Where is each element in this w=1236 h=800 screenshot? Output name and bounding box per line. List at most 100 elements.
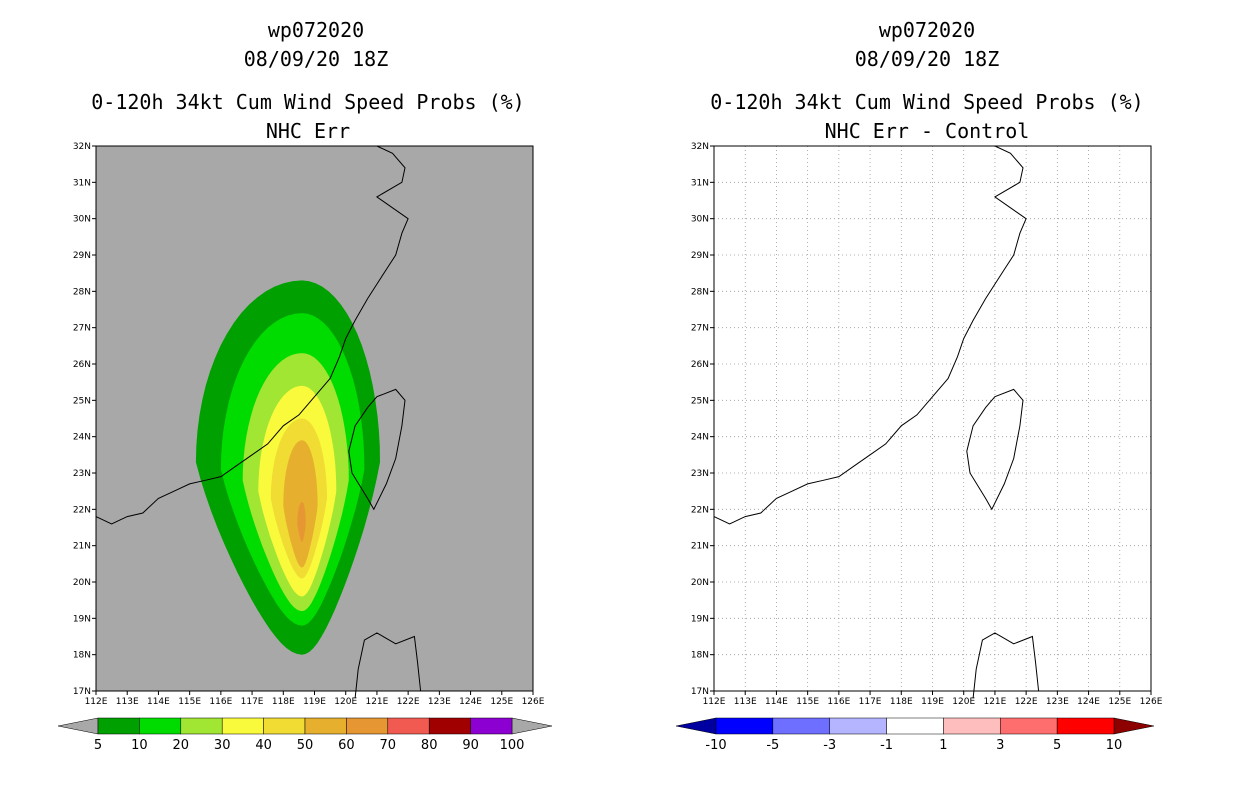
right-chart: wp072020 08/09/20 18Z 0-120h 34kt Cum Wi… (675, 18, 1163, 753)
y-tick-label: 28N (73, 287, 91, 297)
colorbar-swatch (943, 717, 1001, 735)
colorbar-swatch (180, 717, 223, 735)
y-tick-label: 18N (73, 651, 91, 661)
y-tick-label: 28N (691, 287, 709, 297)
colorbar-swatch (1000, 717, 1058, 735)
y-tick-label: 24N (691, 433, 709, 443)
colorbar-swatch (97, 717, 140, 735)
china-coastline (95, 145, 409, 525)
left-probability-contours (195, 280, 380, 655)
x-tick-label: 122E (397, 697, 420, 707)
colorbar-label: 3 (996, 738, 1004, 753)
x-tick-label: 121E (365, 697, 388, 707)
y-tick-label: 17N (691, 687, 709, 697)
colorbar-label: 20 (173, 738, 190, 753)
colorbar-swatch (772, 717, 830, 735)
left-colorbar: 5 10 20 30 40 50 60 70 80 90 100 (57, 717, 553, 753)
x-tick-label: 114E (147, 697, 170, 707)
colorbar-label: 10 (1106, 738, 1123, 753)
x-tick-label: 118E (890, 697, 913, 707)
left-title-date: 08/09/20 18Z (244, 47, 389, 71)
y-tick-label: 21N (691, 542, 709, 552)
left-title-storm: wp072020 (268, 18, 364, 42)
x-tick-label: 119E (303, 697, 326, 707)
colorbar-label: -1 (880, 738, 893, 753)
right-title-storm: wp072020 (879, 18, 975, 42)
colorbar-swatch (829, 717, 887, 735)
right-gridlines (714, 146, 1151, 691)
colorbar-label: 50 (297, 738, 314, 753)
colorbar-swatch (886, 717, 944, 735)
left-title-subtitle: NHC Err (266, 119, 350, 143)
y-tick-label: 17N (73, 687, 91, 697)
y-tick-label: 19N (691, 614, 709, 624)
right-title-product: 0-120h 34kt Cum Wind Speed Probs (%) (710, 90, 1143, 114)
y-tick-label: 21N (73, 542, 91, 552)
x-tick-label: 113E (116, 697, 139, 707)
x-tick-label: 113E (734, 697, 757, 707)
colorbar-label: 60 (338, 738, 355, 753)
x-tick-label: 124E (459, 697, 482, 707)
x-tick-label: 123E (428, 697, 451, 707)
colorbar-swatch (428, 717, 471, 735)
colorbar-left-arrow (675, 717, 717, 735)
x-tick-label: 125E (490, 697, 513, 707)
colorbar-label: 100 (500, 738, 525, 753)
left-chart: wp072020 08/09/20 18Z 0-120h 34kt Cum Wi… (57, 18, 553, 753)
x-tick-label: 125E (1108, 697, 1131, 707)
y-tick-label: 20N (73, 578, 91, 588)
left-coastlines (95, 145, 422, 699)
y-tick-label: 32N (73, 142, 91, 152)
colorbar-left-arrow (57, 717, 99, 735)
colorbar-label: 90 (462, 738, 479, 753)
china-coastline (713, 145, 1027, 525)
y-tick-label: 18N (691, 651, 709, 661)
x-tick-label: 112E (703, 697, 726, 707)
right-title-subtitle: NHC Err - Control (825, 119, 1030, 143)
colorbar-label: 10 (131, 738, 148, 753)
y-tick-label: 22N (691, 505, 709, 515)
colorbar-label: -3 (823, 738, 836, 753)
y-tick-label: 30N (691, 215, 709, 225)
x-tick-label: 119E (921, 697, 944, 707)
y-tick-label: 20N (691, 578, 709, 588)
right-title-date: 08/09/20 18Z (855, 47, 1000, 71)
y-tick-label: 31N (691, 178, 709, 188)
colorbar-swatch (346, 717, 389, 735)
x-tick-label: 114E (765, 697, 788, 707)
colorbar-swatch (304, 717, 347, 735)
y-tick-label: 32N (691, 142, 709, 152)
colorbar-swatch (221, 717, 264, 735)
colorbar-label: 30 (214, 738, 231, 753)
x-tick-label: 123E (1046, 697, 1069, 707)
x-tick-label: 120E (952, 697, 975, 707)
y-tick-label: 22N (73, 505, 91, 515)
colorbar-swatch (470, 717, 513, 735)
y-tick-label: 29N (73, 251, 91, 261)
colorbar-swatch (715, 717, 774, 735)
y-tick-label: 25N (73, 396, 91, 406)
colorbar-label: 1 (939, 738, 947, 753)
right-x-axis: 112E 113E 114E 115E 116E 117E 118E 119E 120E 121E… (703, 691, 1163, 707)
x-tick-label: 116E (209, 697, 232, 707)
colorbar-label: 80 (421, 738, 438, 753)
right-y-axis: 17N 18N 19N 20N 21N 22N 23N 24N 25N 26N 27N 28N 29N 3… (691, 142, 714, 697)
colorbar-label: 70 (380, 738, 397, 753)
y-tick-label: 24N (73, 433, 91, 443)
colorbar-swatch (263, 717, 306, 735)
colorbar-label: 5 (1053, 738, 1061, 753)
x-tick-label: 126E (1140, 697, 1163, 707)
right-colorbar: -10 -5 -3 -1 1 3 5 10 (675, 717, 1155, 753)
colorbar-swatch (1056, 717, 1115, 735)
y-tick-label: 23N (73, 469, 91, 479)
y-tick-label: 26N (691, 360, 709, 370)
colorbar-label: 5 (94, 738, 102, 753)
colorbar-swatch (139, 717, 182, 735)
x-tick-label: 126E (522, 697, 545, 707)
left-y-axis: 17N 18N 19N 20N 21N 22N 23N 24N 25N 26N 27N 28N 29N 3… (73, 142, 96, 697)
y-tick-label: 31N (73, 178, 91, 188)
y-tick-label: 19N (73, 614, 91, 624)
x-tick-label: 112E (85, 697, 108, 707)
contour-60 (297, 502, 306, 542)
